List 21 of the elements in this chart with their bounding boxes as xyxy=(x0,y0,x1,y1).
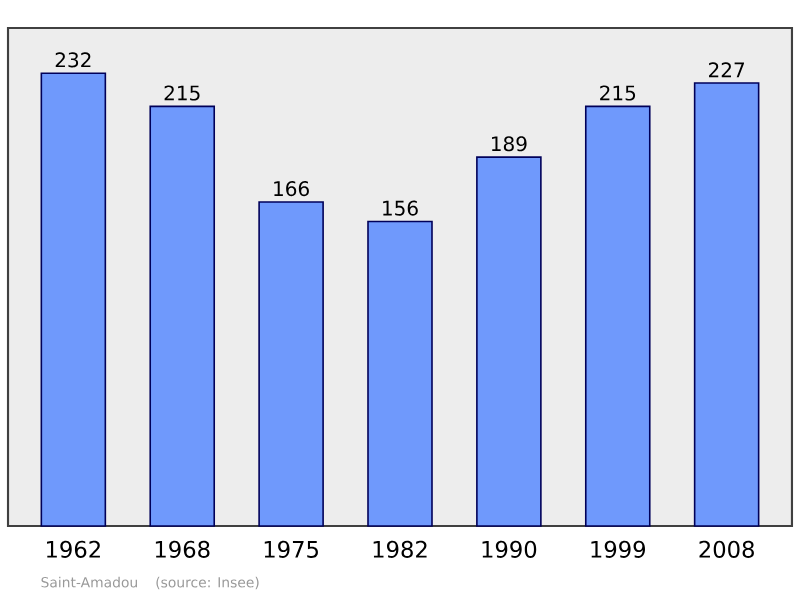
x-tick-label: 1962 xyxy=(47,540,100,558)
x-tick-label: 2008 xyxy=(699,540,754,558)
data-label: 215 xyxy=(600,85,636,101)
x-tick-label: 1990 xyxy=(482,540,537,558)
x-tick-label: 1982 xyxy=(373,540,427,558)
data-label: 232 xyxy=(55,52,91,68)
bar xyxy=(476,156,542,527)
x-tick-label: 1975 xyxy=(264,540,318,558)
bar xyxy=(258,201,324,527)
data-label: 215 xyxy=(164,85,200,101)
data-label: 156 xyxy=(383,200,418,216)
x-tick-label: 1968 xyxy=(155,540,210,558)
data-label: 166 xyxy=(274,181,309,197)
data-label: 227 xyxy=(709,62,744,78)
bar xyxy=(584,105,651,527)
bar xyxy=(693,82,760,527)
bar xyxy=(149,105,216,527)
x-tick-label: 1999 xyxy=(591,540,645,558)
data-label: 189 xyxy=(492,136,527,152)
bar xyxy=(367,220,433,527)
bar xyxy=(40,72,107,527)
